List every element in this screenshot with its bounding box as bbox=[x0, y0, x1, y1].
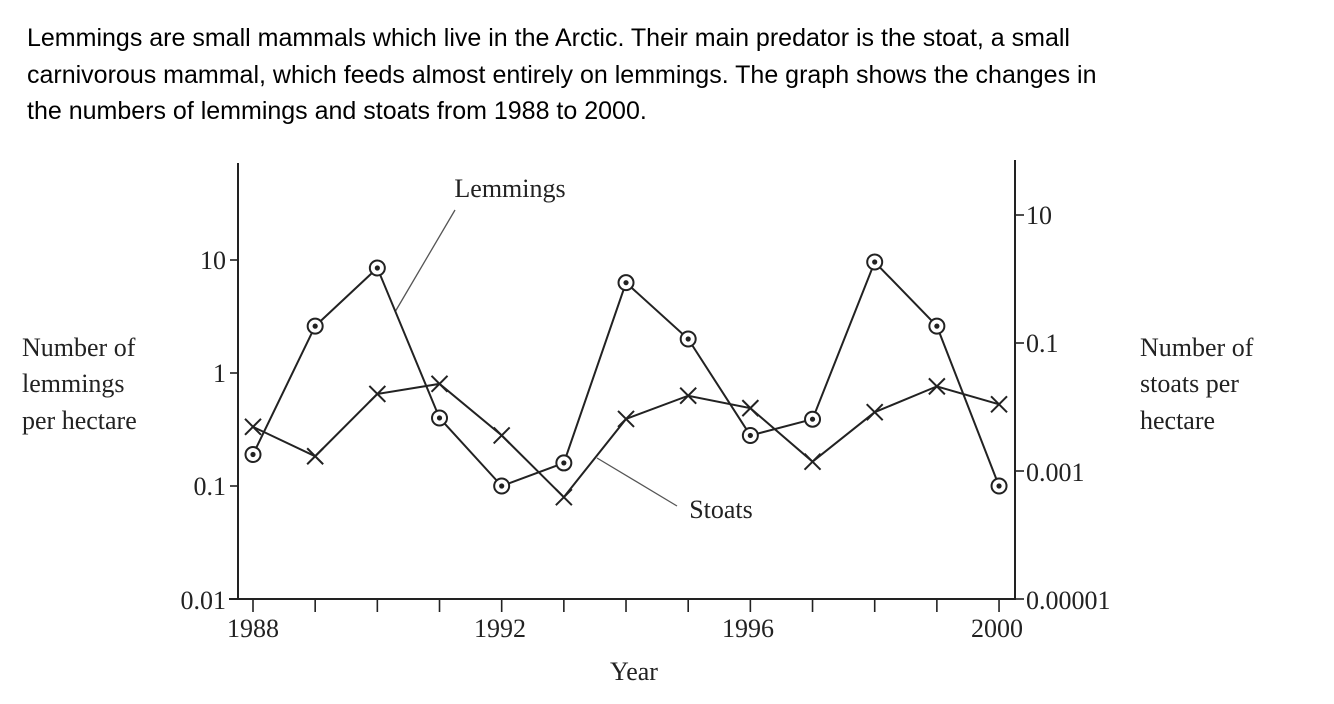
stoats-point bbox=[244, 418, 262, 436]
stoats-point bbox=[990, 395, 1008, 414]
x-axis-title: Year bbox=[610, 657, 658, 686]
stoats-point bbox=[803, 452, 822, 471]
lemmings-point-dot bbox=[312, 323, 318, 329]
y-left-tick-label: 0.01 bbox=[181, 586, 227, 615]
x-tick-label: 2000 bbox=[971, 614, 1023, 643]
lemmings-line bbox=[252, 260, 1000, 488]
series-label-stoats: Stoats bbox=[689, 495, 753, 524]
lemmings-point-dot bbox=[436, 415, 443, 421]
lemmings-point-dot bbox=[623, 280, 629, 286]
stoats-point bbox=[306, 447, 324, 465]
y-right-tick-label: 0.001 bbox=[1026, 458, 1085, 487]
stoats-point bbox=[679, 387, 697, 405]
y-right-title: stoats per bbox=[1140, 369, 1239, 398]
stoats-point bbox=[430, 375, 449, 393]
lemmings-point-dot bbox=[685, 336, 691, 342]
intro-line: Lemmings are small mammals which live in… bbox=[27, 24, 1070, 52]
intro-text: Lemmings are small mammals which live in… bbox=[27, 20, 1317, 130]
stoats-point bbox=[741, 399, 760, 417]
y-right-tick-label: 0.00001 bbox=[1026, 586, 1111, 615]
y-right-tick-label: 0.1 bbox=[1026, 329, 1059, 358]
y-right-tick-label: 10 bbox=[1026, 201, 1052, 230]
lemmings-point-dot bbox=[872, 259, 878, 265]
lemmings-point-dot bbox=[934, 323, 940, 329]
lemmings-point-dot bbox=[809, 416, 816, 422]
y-right-title: hectare bbox=[1140, 406, 1215, 435]
stoats-point bbox=[555, 488, 573, 506]
x-tick-label: 1992 bbox=[474, 614, 526, 643]
lemmings-point-dot bbox=[996, 483, 1002, 489]
stoats-point bbox=[492, 426, 511, 445]
stoats-point bbox=[928, 377, 946, 396]
stoats-point bbox=[865, 403, 884, 421]
lemmings-point-dot bbox=[250, 451, 256, 458]
lemmings-pointer bbox=[394, 209, 456, 313]
stoats-point bbox=[368, 385, 387, 403]
y-left-tick-label: 1 bbox=[213, 359, 226, 388]
lemmings-point-dot bbox=[747, 432, 753, 439]
y-right-title: Number of bbox=[1140, 333, 1254, 362]
y-left-title: lemmings bbox=[22, 369, 125, 398]
y-left-tick-label: 10 bbox=[200, 246, 226, 275]
lemmings-point-dot bbox=[499, 483, 505, 489]
intro-line: carnivorous mammal, which feeds almost e… bbox=[27, 60, 1097, 89]
x-tick-label: 1996 bbox=[722, 614, 774, 643]
lemmings-point-dot bbox=[374, 265, 380, 271]
y-left-tick-label: 0.1 bbox=[194, 472, 227, 501]
lemmings-point-dot bbox=[561, 460, 567, 466]
stoats-point bbox=[617, 410, 635, 428]
x-tick-label: 1988 bbox=[227, 614, 279, 643]
stoats-line bbox=[252, 382, 1000, 499]
y-left-title: Number of bbox=[22, 333, 136, 362]
series-label-lemmings: Lemmings bbox=[454, 174, 565, 203]
y-left-title: per hectare bbox=[22, 406, 137, 435]
intro-line: the numbers of lemmings and stoats from … bbox=[27, 97, 647, 125]
stoats-pointer bbox=[596, 457, 678, 507]
